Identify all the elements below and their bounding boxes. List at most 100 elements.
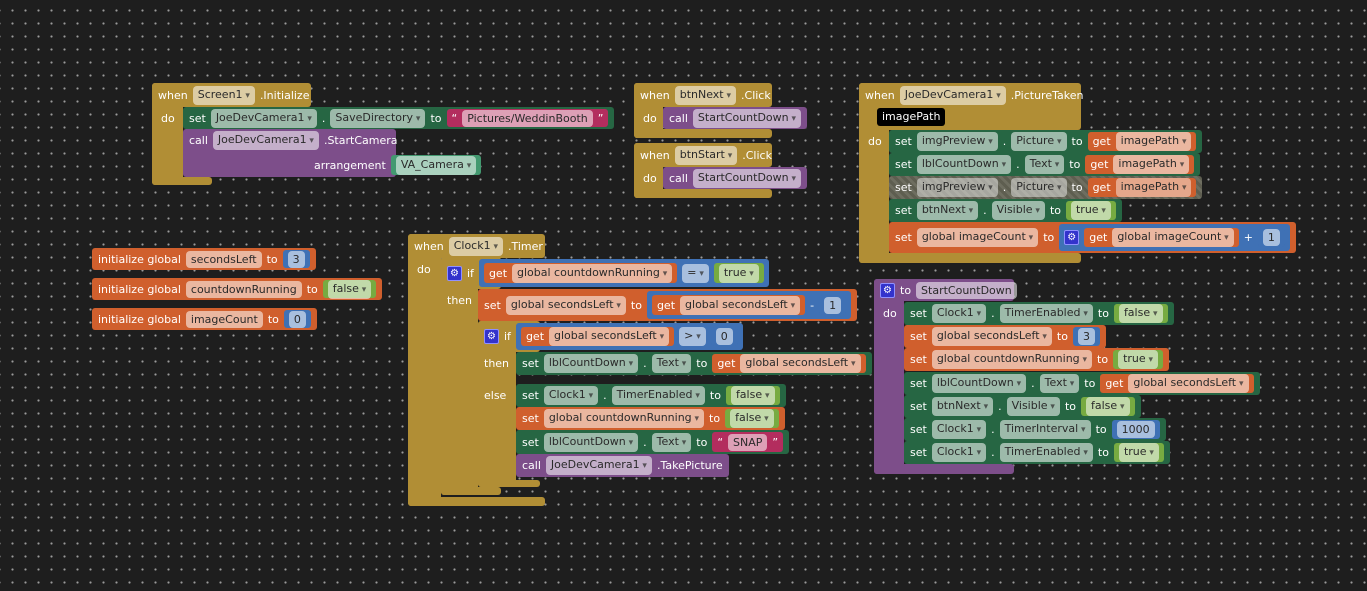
dropdown-clock1[interactable]: Clock1 <box>931 443 987 462</box>
dropdown-global-secondsleft[interactable]: global secondsLeft <box>740 354 861 373</box>
math-value-block[interactable]: 1000 <box>1111 420 1160 439</box>
field-0[interactable]: 0 <box>715 328 733 345</box>
logic-value-block[interactable]: false <box>1113 304 1168 323</box>
event-bottom[interactable] <box>634 189 772 198</box>
dropdown-text[interactable]: Text <box>1039 374 1080 393</box>
dropdown-screen1[interactable]: Screen1 <box>192 85 255 105</box>
parameter-imagepath[interactable]: imagePath <box>877 108 946 126</box>
dropdown-global-countdownrunning[interactable]: global countdownRunning <box>543 409 705 428</box>
math-value-block[interactable]: 3 <box>282 250 310 268</box>
var-value-block[interactable]: get global countdownRunning <box>483 263 678 283</box>
logic-value-block[interactable]: true <box>1113 443 1164 462</box>
gear-icon[interactable]: ⚙ <box>880 282 895 298</box>
dropdown-joedevcamera1[interactable]: JoeDevCamera1 <box>210 108 317 128</box>
event-arm[interactable] <box>634 143 663 198</box>
dropdown-btnnext[interactable]: btnNext <box>916 201 979 220</box>
dropdown-false[interactable]: false <box>730 386 775 405</box>
logic-value-block[interactable]: false <box>725 386 780 405</box>
field-3[interactable]: 3 <box>1077 328 1095 345</box>
dropdown-global-countdownrunning[interactable]: global countdownRunning <box>512 263 673 283</box>
var-value-block[interactable]: get global secondsLeft <box>520 327 675 346</box>
var-value-block[interactable]: get global secondsLeft <box>651 295 806 315</box>
dropdown-clock1[interactable]: Clock1 <box>931 304 987 323</box>
dropdown-lblcountdown[interactable]: lblCountDown <box>931 374 1027 393</box>
dropdown-global-countdownrunning[interactable]: global countdownRunning <box>931 350 1093 369</box>
dropdown-imagepath[interactable]: imagePath <box>1115 132 1192 151</box>
dropdown-imagepath[interactable]: imagePath <box>1113 155 1190 174</box>
compval-value-block[interactable]: VA_Camera <box>390 155 482 175</box>
block-var-set[interactable]: set global imageCount to ⚙ get global imageCo… <box>889 222 1296 253</box>
dropdown-timerenabled[interactable]: TimerEnabled <box>611 386 705 405</box>
logic-value-block[interactable]: true <box>713 263 764 283</box>
field-0[interactable]: 0 <box>288 310 306 328</box>
if-bottom[interactable] <box>441 487 501 495</box>
dropdown-text[interactable]: Text <box>651 354 692 373</box>
if-arm[interactable] <box>478 321 516 487</box>
gear-icon[interactable]: ⚙ <box>1064 230 1080 245</box>
block-proc-call[interactable]: call StartCountDown <box>663 107 808 129</box>
dropdown-clock1[interactable]: Clock1 <box>448 236 503 256</box>
dropdown-global-imagecount[interactable]: global imageCount <box>916 228 1039 247</box>
dropdown-visible[interactable]: Visible <box>1006 397 1060 416</box>
field-1[interactable]: 1 <box>824 296 842 314</box>
logic-value-block[interactable]: false <box>1080 397 1135 416</box>
dropdown-false[interactable]: false <box>730 409 774 428</box>
block-var-initialize-global[interactable]: initialize global countdownRunning to false <box>92 278 383 300</box>
block-proc-call[interactable]: call JoeDevCamera1 .TakePicture <box>516 454 729 477</box>
block-comp-set[interactable]: set lblCountDown. Texttoget global secondsL… <box>904 372 1260 395</box>
event-arm[interactable] <box>634 83 663 138</box>
math-value-block[interactable]: 0 <box>710 327 738 346</box>
dropdown-global-secondsleft[interactable]: global secondsLeft <box>680 295 801 315</box>
dropdown-true[interactable]: true <box>1070 201 1111 220</box>
dropdown-false[interactable]: false <box>1085 397 1130 416</box>
if-arm[interactable] <box>441 257 478 495</box>
field-imagecount[interactable]: imageCount <box>185 310 263 328</box>
dropdown-global-secondsleft[interactable]: global secondsLeft <box>505 295 626 315</box>
event-arm[interactable] <box>152 83 183 185</box>
dropdown-global-secondsleft[interactable]: global secondsLeft <box>931 327 1052 346</box>
var-value-block[interactable]: get global secondsLeft <box>712 354 866 373</box>
text-value-block[interactable]: “ Pictures/WeddinBooth ” <box>446 109 609 127</box>
dropdown-true[interactable]: true <box>1118 350 1159 369</box>
block-var-initialize-global[interactable]: initialize global imageCount to 0 <box>92 308 317 330</box>
dropdown-picture[interactable]: Picture <box>1011 178 1067 197</box>
dropdown-btnstart[interactable]: btnStart <box>674 145 738 165</box>
math-value-block[interactable]: 1 <box>819 295 847 315</box>
dropdown-joedevcamera1[interactable]: JoeDevCamera1 <box>899 85 1006 105</box>
block-var-initialize-global[interactable]: initialize global secondsLeft to 3 <box>92 248 316 270</box>
dropdown-savedirectory[interactable]: SaveDirectory <box>330 108 426 128</box>
dropdown-lblcountdown[interactable]: lblCountDown <box>543 354 639 373</box>
gear-icon[interactable]: ⚙ <box>447 265 462 281</box>
dropdown-btnnext[interactable]: btnNext <box>931 397 994 416</box>
dropdown-text[interactable]: Text <box>1024 155 1065 174</box>
block-comp-set[interactable]: set lblCountDown. Textto “ SNAP ” <box>516 430 790 454</box>
dropdown-picture[interactable]: Picture <box>1011 132 1067 151</box>
dropdown-text[interactable]: Text <box>651 432 692 452</box>
field-1000[interactable]: 1000 <box>1116 421 1155 438</box>
dropdown-[interactable]: = <box>682 263 709 283</box>
math-value-block[interactable]: get global secondsLeft-1 <box>646 291 852 319</box>
if-bottom[interactable] <box>478 480 540 487</box>
dropdown-timerenabled[interactable]: TimerEnabled <box>999 443 1093 462</box>
event-arm[interactable] <box>408 234 441 506</box>
dropdown-clock1[interactable]: Clock1 <box>543 386 599 405</box>
dropdown-timerenabled[interactable]: TimerEnabled <box>999 304 1093 323</box>
dropdown-imagepath[interactable]: imagePath <box>1115 178 1192 197</box>
math-value-block[interactable]: 1 <box>1257 228 1285 247</box>
dropdown-global-imagecount[interactable]: global imageCount <box>1112 228 1234 247</box>
field-1[interactable]: 1 <box>1262 229 1280 246</box>
field-pictures-weddinbooth[interactable]: Pictures/WeddinBooth <box>462 109 593 127</box>
dropdown-joedevcamera1[interactable]: JoeDevCamera1 <box>545 456 652 475</box>
event-bottom[interactable] <box>859 253 1081 263</box>
logic-value-block[interactable]: true <box>1113 350 1164 369</box>
math-value-block[interactable]: 3 <box>1072 327 1100 346</box>
logic-value-block[interactable]: false <box>725 409 779 428</box>
dropdown-imgpreview[interactable]: imgPreview <box>916 178 998 197</box>
block-comp-set[interactable]: set Clock1. TimerInterval to 1000 <box>904 418 1166 441</box>
